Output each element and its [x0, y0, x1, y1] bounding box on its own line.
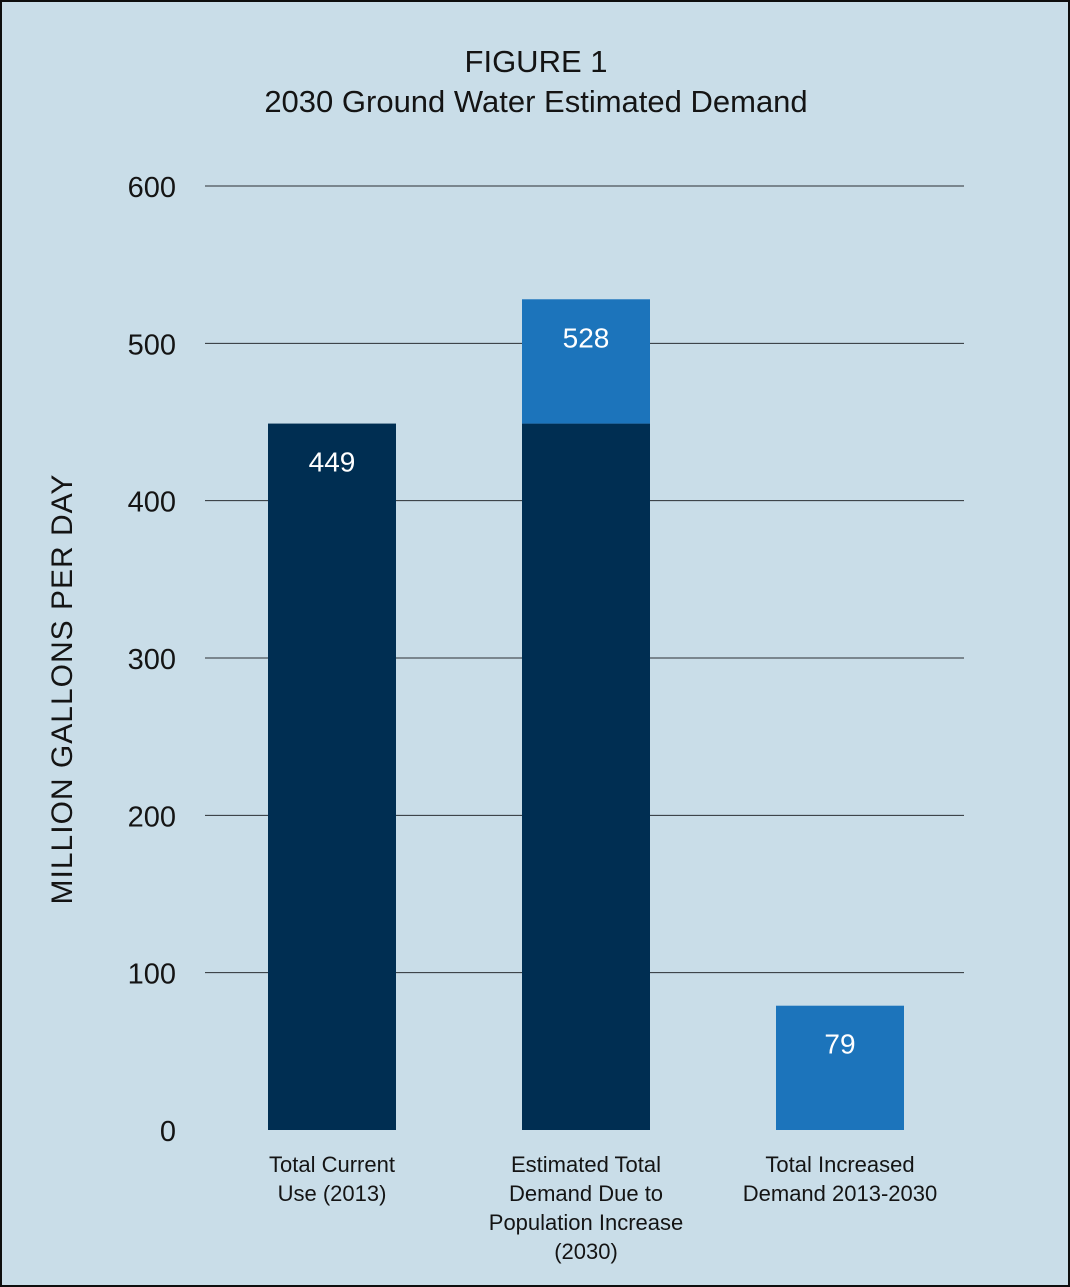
y-tick-label-500: 500 [128, 329, 176, 361]
category-label-1-line-0: Estimated Total [511, 1152, 661, 1177]
category-label-2-line-0: Total Increased [765, 1152, 914, 1177]
y-tick-label-600: 600 [128, 172, 176, 204]
bars-layer [268, 299, 904, 1130]
category-label-0-line-0: Total Current [269, 1152, 395, 1177]
data-label-2: 79 [824, 1029, 855, 1060]
chart-subtitle: 2030 Ground Water Estimated Demand [264, 84, 807, 119]
y-tick-label-100: 100 [128, 959, 176, 991]
labels-layer: Total Current Use (2013) Estimated Total De… [269, 322, 937, 1264]
chart-title: FIGURE 1 [465, 44, 608, 79]
bar-2-series-1 [776, 1005, 904, 1130]
category-label-1-line-2: Population Increase [489, 1210, 683, 1235]
y-tick-label-300: 300 [128, 644, 176, 676]
category-label-2-line-1: Demand 2013-2030 [743, 1181, 937, 1206]
bar-0-series-0 [268, 423, 396, 1130]
category-label-0-line-1: Use (2013) [278, 1181, 387, 1206]
data-label-1: 528 [563, 322, 610, 353]
bar-1-series-1 [522, 299, 650, 424]
category-label-1-line-1: Demand Due to [509, 1181, 663, 1206]
y-tick-label-400: 400 [128, 487, 176, 519]
category-label-1-line-3: (2030) [554, 1239, 618, 1264]
data-label-0: 449 [309, 447, 356, 478]
bar-1-series-0 [522, 423, 650, 1130]
y-tick-label-200: 200 [128, 801, 176, 833]
y-axis-label: MILLION GALLONS PER DAY [46, 474, 79, 905]
y-tick-label-0: 0 [160, 1116, 176, 1148]
